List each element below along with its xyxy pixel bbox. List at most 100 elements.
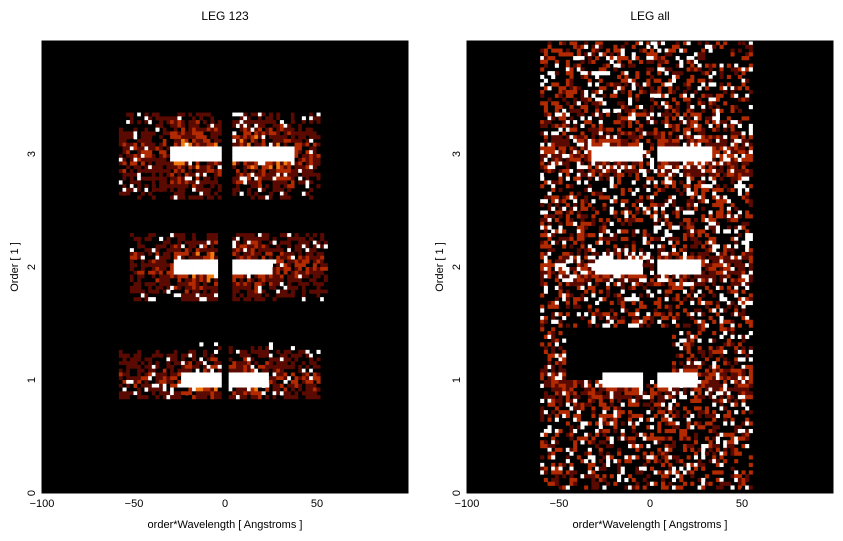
heatmap-cell	[305, 191, 310, 196]
heatmap-cell	[290, 278, 295, 283]
heatmap-cell	[166, 150, 171, 155]
heatmap-cell	[617, 229, 622, 234]
heatmap-cell	[602, 142, 607, 147]
heatmap-cell	[734, 176, 739, 181]
heatmap-cell	[602, 270, 607, 275]
heatmap-cell	[261, 297, 266, 302]
heatmap-cell	[137, 135, 142, 140]
heatmap-cell	[595, 210, 600, 215]
heatmap-cell	[148, 391, 153, 396]
heatmap-cell	[243, 187, 248, 193]
heatmap-cell	[250, 259, 255, 264]
heatmap-cell	[316, 248, 321, 253]
heatmap-cell	[554, 218, 559, 223]
heatmap-cell	[734, 304, 739, 309]
heatmap-cell	[624, 56, 629, 61]
heatmap-cell	[235, 278, 241, 283]
heatmap-cell	[715, 229, 720, 234]
heatmap-cell	[734, 71, 739, 76]
heatmap-cell	[148, 387, 153, 392]
heatmap-cell	[235, 116, 241, 121]
heatmap-cell	[155, 142, 160, 147]
heatmap-cell	[617, 218, 622, 223]
heatmap-cell	[177, 368, 182, 373]
heatmap-cell	[144, 282, 149, 287]
heatmap-cell	[232, 357, 237, 362]
heatmap-cell	[261, 116, 266, 121]
heatmap-cell	[697, 142, 702, 147]
heatmap-cell	[650, 105, 655, 110]
heatmap-cell	[298, 346, 303, 351]
heatmap-cell	[745, 44, 750, 49]
heatmap-cell	[668, 154, 673, 159]
heatmap-cell	[184, 138, 189, 144]
heatmap-cell	[184, 293, 189, 298]
heatmap-cell	[606, 82, 611, 87]
heatmap-cell	[617, 135, 622, 140]
heatmap-cell	[748, 105, 753, 110]
heatmap-cell	[268, 380, 273, 385]
heatmap-cell	[639, 259, 644, 264]
heatmap-cell	[682, 150, 687, 155]
heatmap-cell	[188, 169, 193, 174]
heatmap-cell	[686, 67, 691, 72]
heatmap-cell	[628, 259, 633, 264]
heatmap-cell	[298, 274, 303, 279]
heatmap-cell	[540, 274, 545, 279]
heatmap-cell	[144, 146, 149, 151]
heatmap-cell	[540, 221, 545, 226]
heatmap-cell	[712, 176, 717, 181]
heatmap-cell	[126, 191, 131, 196]
heatmap-cell	[118, 380, 123, 385]
heatmap-cell	[686, 127, 691, 132]
heatmap-cell	[206, 297, 211, 302]
heatmap-cell	[748, 202, 753, 208]
heatmap-cell	[268, 289, 273, 294]
heatmap-cell	[730, 52, 735, 57]
heatmap-cell	[602, 86, 607, 91]
heatmap-cell	[148, 372, 153, 377]
heatmap-cell	[690, 191, 695, 196]
heatmap-cell	[137, 176, 142, 181]
heatmap-cell	[617, 165, 622, 170]
heatmap-cell	[748, 267, 753, 272]
heatmap-cell	[591, 146, 596, 151]
heatmap-cell	[235, 150, 241, 155]
heatmap-cell	[565, 297, 570, 302]
heatmap-cell	[133, 391, 138, 396]
heatmap-cell	[664, 138, 669, 144]
heatmap-cell	[268, 127, 273, 132]
heatmap-cell	[726, 146, 731, 151]
heatmap-cell	[748, 67, 753, 72]
heatmap-cell	[181, 267, 186, 272]
heatmap-cell	[283, 172, 288, 177]
heatmap-cell	[181, 251, 186, 257]
heatmap-cell	[745, 240, 750, 245]
heatmap-cell	[210, 357, 215, 362]
heatmap-cell	[195, 154, 200, 159]
heatmap-cell	[671, 225, 677, 230]
heatmap-cell	[679, 161, 684, 166]
heatmap-cell	[565, 165, 570, 170]
heatmap-cell	[587, 146, 592, 151]
heatmap-cell	[573, 255, 578, 260]
heatmap-cell	[690, 278, 695, 283]
heatmap-cell	[745, 176, 750, 181]
heatmap-cell	[734, 135, 739, 140]
heatmap-cell	[305, 146, 310, 151]
heatmap-cell	[606, 267, 611, 272]
heatmap-cell	[690, 244, 695, 249]
heatmap-cell	[210, 120, 215, 125]
heatmap-cell	[184, 131, 189, 136]
heatmap-cell	[290, 123, 295, 129]
heatmap-cell	[693, 150, 698, 155]
heatmap-cell	[203, 395, 208, 400]
heatmap-cell	[140, 180, 145, 185]
heatmap-cell	[543, 263, 548, 268]
heatmap-cell	[192, 157, 197, 162]
heatmap-cell	[239, 191, 244, 196]
heatmap-cell	[129, 251, 134, 257]
x-axis-label: order*Wavelength [ Angstroms ]	[148, 519, 303, 531]
heatmap-cell	[151, 387, 156, 392]
heatmap-cell	[587, 244, 592, 249]
